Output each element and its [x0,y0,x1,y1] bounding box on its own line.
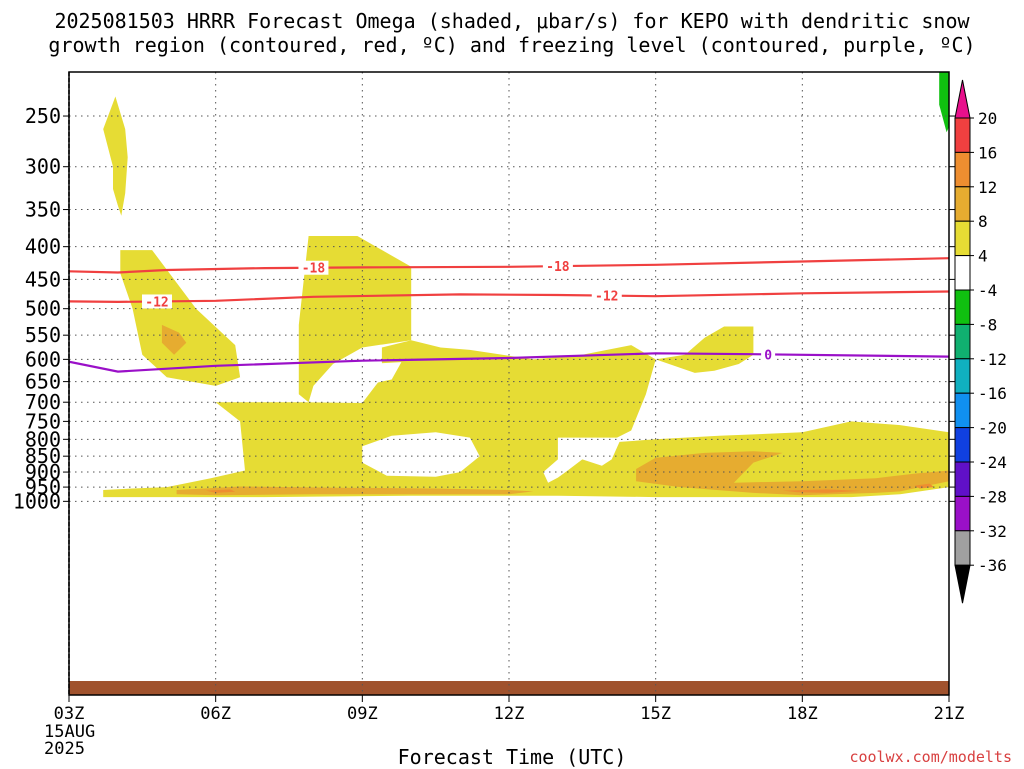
colorbar-label: -32 [978,522,1007,541]
x-tick-label: 03Z [54,704,85,724]
colorbar-label: -20 [978,419,1007,438]
colorbar-label: -36 [978,556,1007,575]
credit-link[interactable]: coolwx.com/modelts [849,748,1012,766]
colorbar-swatch [954,220,971,257]
y-tick-label: 850 [25,444,61,468]
colorbar-label: -4 [978,281,997,300]
x-tick-label: 15Z [640,704,671,724]
contour--18 [69,257,949,274]
x-tick-label: 18Z [787,704,818,724]
contour-0 [69,352,949,373]
colorbar-swatch [954,427,971,463]
y-tick-label: 700 [25,390,61,414]
y-tick-label: 300 [25,155,61,179]
contour-label--12: -12 [595,290,618,305]
colorbar-label: 20 [978,109,997,128]
clear-region [543,437,622,483]
colorbar-swatch [954,289,971,325]
colorbar-swatch [954,358,971,394]
colorbar-label: 16 [978,143,997,162]
y-tick-label: 950 [25,475,61,499]
colorbar-swatch [954,392,971,429]
y-tick-label: 800 [25,427,61,451]
y-tick-label: 550 [25,323,61,347]
plot-layer: -18 -18 -12 -12 0 [69,72,949,695]
omega-region-sinking [939,72,949,133]
chart-title-line1: 2025081503 HRRR Forecast Omega (shaded, … [54,9,970,33]
omega-region-weak [655,326,754,373]
clear-region [328,362,402,395]
contour-label-0: 0 [764,348,772,363]
colorbar-swatch [954,530,971,566]
omega-region-weak [103,96,128,216]
y-tick-label: 600 [25,347,61,371]
omega-region-moderate [636,451,949,496]
colorbar-label: 8 [978,212,988,231]
colorbar-label: -12 [978,350,1007,369]
x-tick-label: 12Z [494,704,525,724]
omega-region-weak [120,250,241,386]
x-axis-label: Forecast Time (UTC) [397,745,627,769]
contour-label--12: -12 [145,295,168,310]
ground-strip [69,681,949,695]
colorbar-label: 4 [978,247,988,266]
x-tick-sublabel: 15AUG [44,722,95,742]
omega-region-strong [205,489,236,493]
y-tick-label: 1000 [13,489,61,513]
clear-region [362,432,480,477]
y-tick-label: 400 [25,235,61,259]
contour-label-bg [142,294,172,309]
colorbar-swatch [954,117,971,153]
y-tick-label: 650 [25,370,61,394]
y-tick-label: 750 [25,409,61,433]
y-tick-label: 450 [25,267,61,291]
contour-label-bg [298,260,329,275]
colorbar-label: -24 [978,453,1007,472]
colorbar-swatch [954,495,971,532]
colorbar-top-arrow [954,79,971,119]
chart-title-line2: growth region (contoured, red, ºC) and f… [48,33,976,57]
colorbar-label: -16 [978,384,1007,403]
contour-label-bg [542,259,573,274]
colorbar-swatch [954,461,971,497]
contour-label--18: -18 [302,262,326,277]
y-tick-label: 250 [25,104,61,128]
omega-region-moderate [161,324,187,355]
contour-label-bg [761,347,776,362]
x-tick-sublabel: 2025 [44,739,85,759]
colorbar-label: -8 [978,315,997,334]
colorbar-swatch [954,323,971,360]
x-tick-label: 21Z [934,704,965,724]
colorbar-swatch [954,255,971,291]
y-tick-label: 350 [25,198,61,222]
colorbar-label: -28 [978,487,1007,506]
y-tick-label: 900 [25,460,61,484]
contour-label-bg [591,288,622,303]
omega-region-moderate [176,486,534,496]
colorbar-bottom-arrow [954,564,971,604]
colorbar-swatch [954,151,971,188]
omega-region-strong [914,483,935,489]
contour-label--18: -18 [546,260,570,275]
colorbar-label: 12 [978,178,997,197]
colorbar-swatch [954,186,971,222]
y-tick-label: 500 [25,297,61,321]
x-tick-label: 06Z [200,704,231,724]
omega-region-weak [298,236,412,403]
x-tick-label: 09Z [347,704,378,724]
